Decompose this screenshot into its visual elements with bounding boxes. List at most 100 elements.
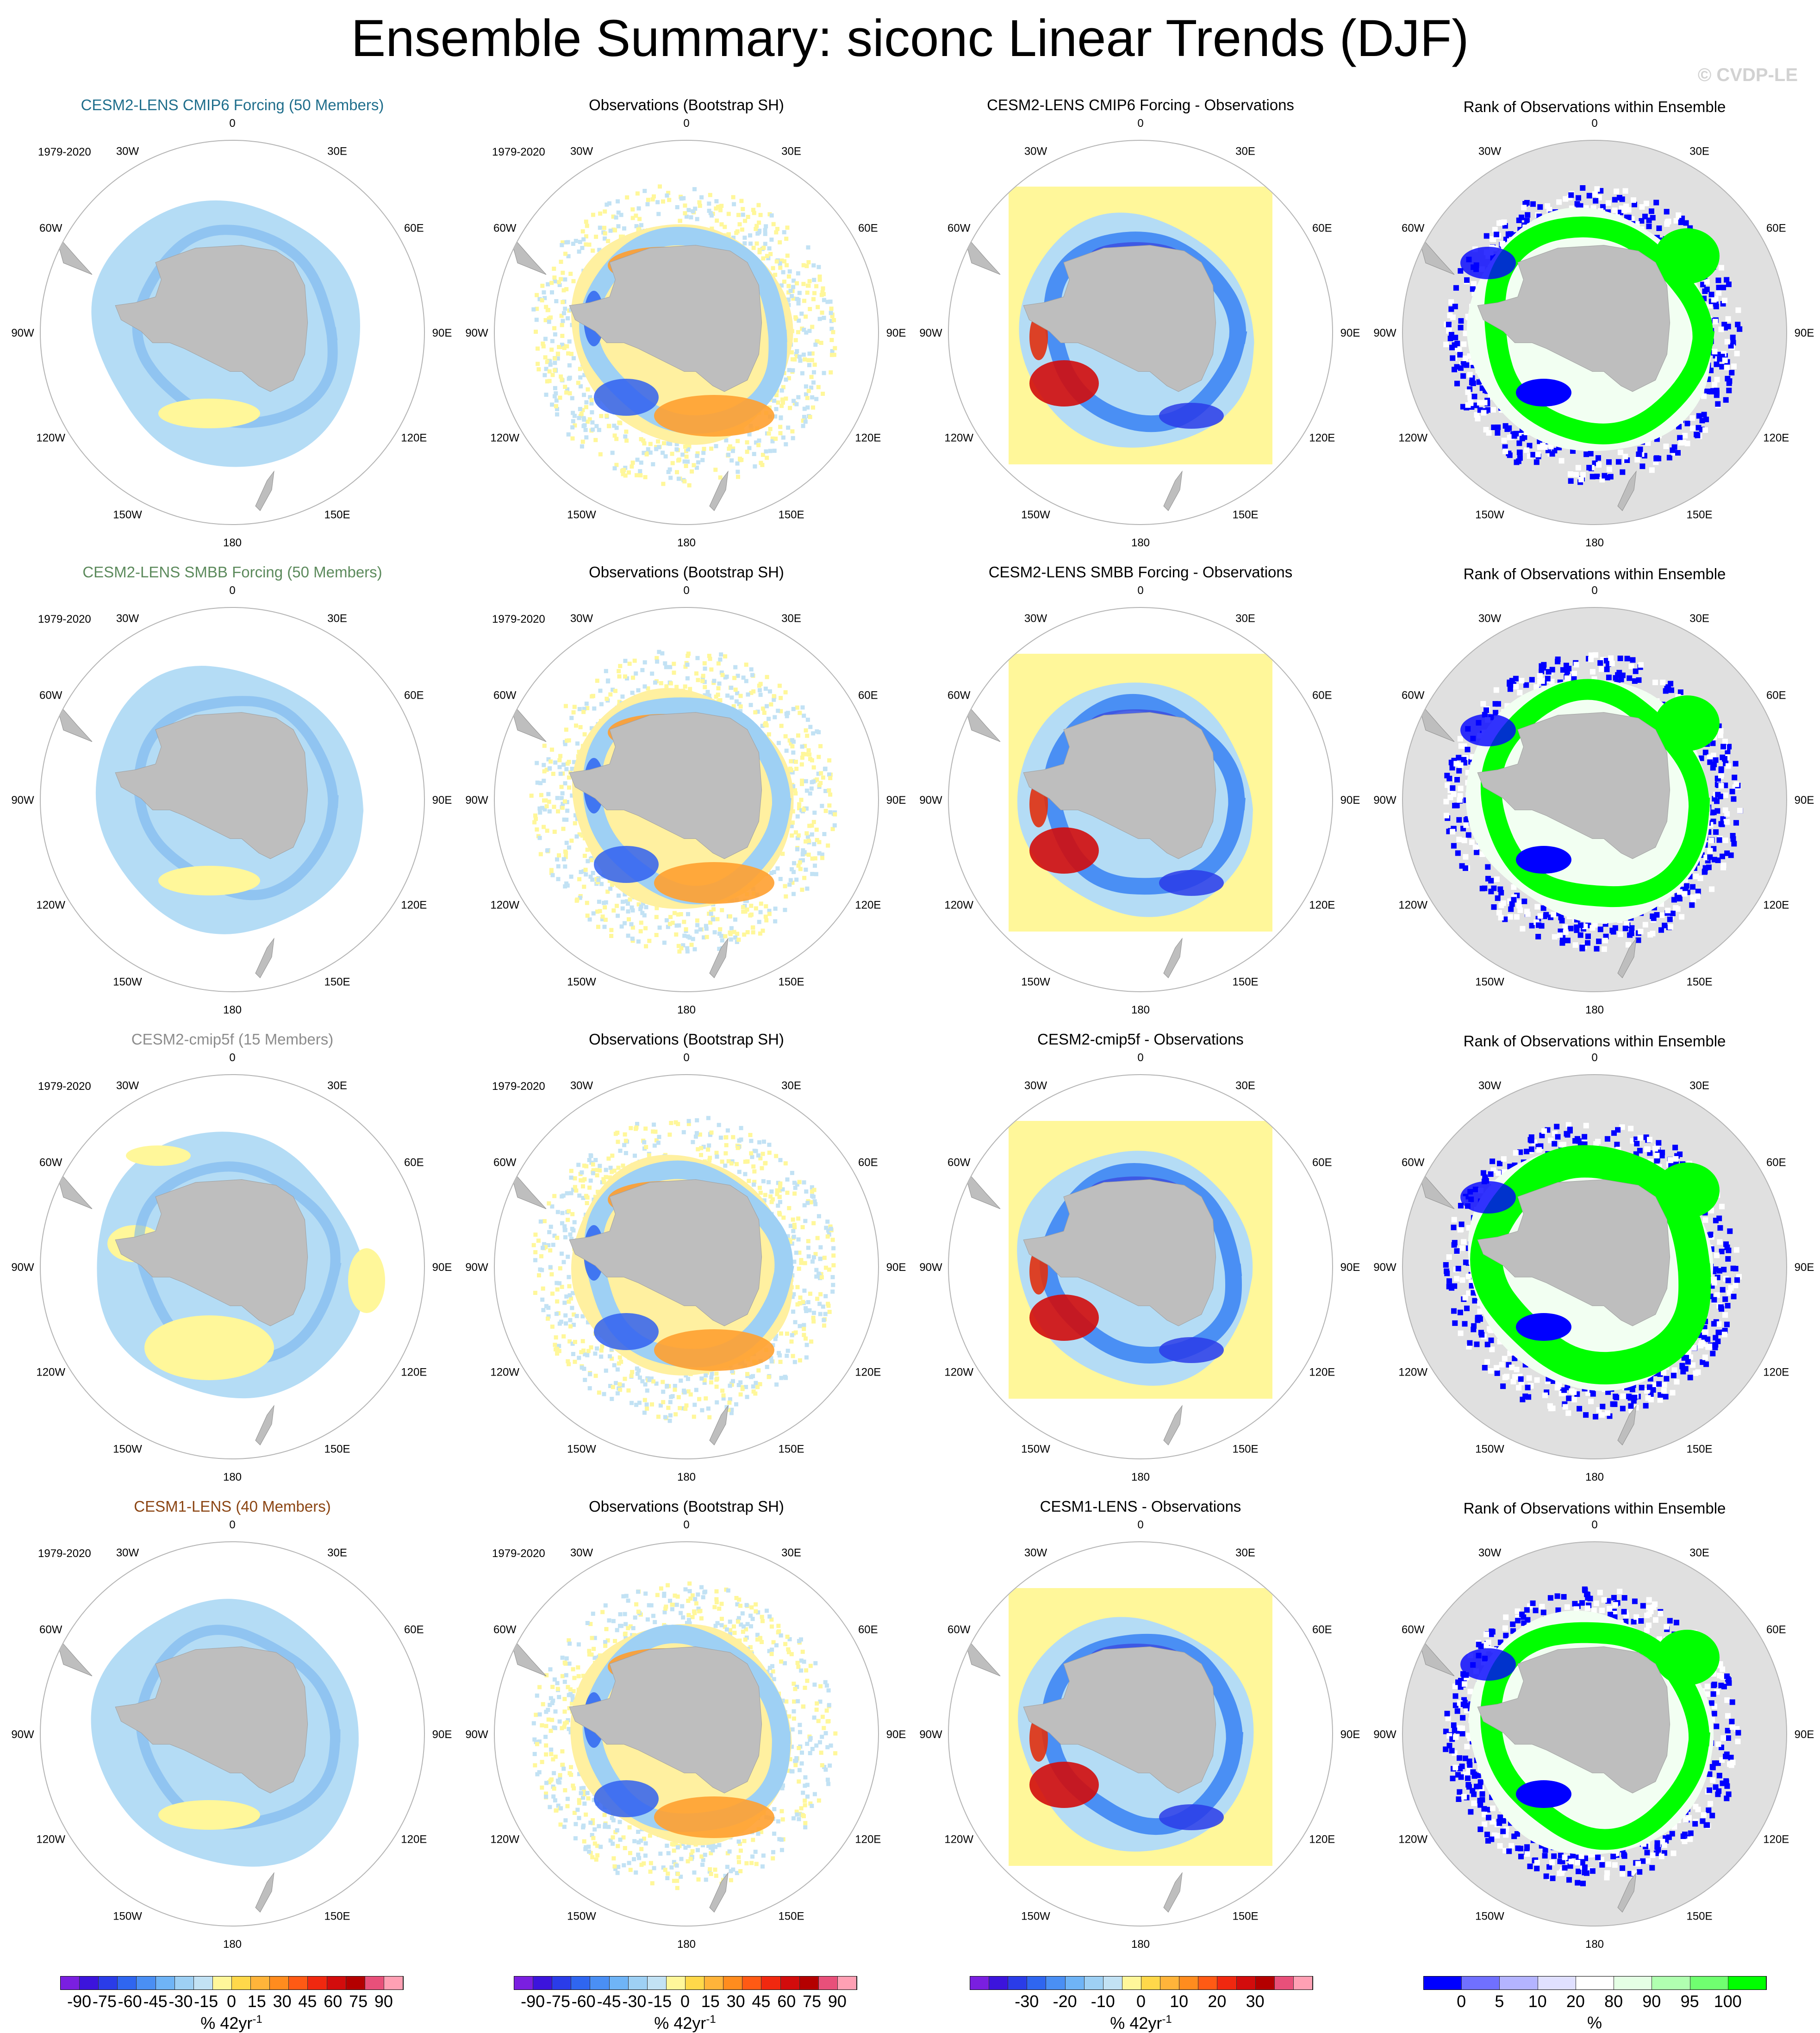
longitude-label: 120E bbox=[1309, 1366, 1335, 1379]
longitude-label: 0 bbox=[229, 1051, 235, 1064]
longitude-label: 150W bbox=[1475, 976, 1504, 988]
difference-panel-title: CESM2-LENS CMIP6 Forcing - Observations bbox=[914, 96, 1367, 114]
high-rank-patch bbox=[1655, 1163, 1720, 1218]
longitude-label: 60W bbox=[947, 1157, 971, 1169]
longitude-label: 0 bbox=[229, 1519, 235, 1531]
longitude-label: 90W bbox=[465, 794, 488, 807]
colorbar-tick-label: 10 bbox=[1528, 1992, 1547, 2011]
negative-difference-patch bbox=[1159, 1337, 1224, 1363]
longitude-label: 120E bbox=[1309, 1833, 1335, 1846]
colorbar-swatch bbox=[308, 1977, 327, 1989]
longitude-label: 0 bbox=[229, 584, 235, 597]
longitude-label: 150W bbox=[113, 1443, 142, 1455]
longitude-label: 180 bbox=[1585, 1471, 1604, 1483]
colorbar-tick-label: -15 bbox=[194, 1992, 218, 2011]
longitude-label: 30E bbox=[327, 1080, 347, 1092]
positive-trend-patch bbox=[158, 399, 260, 428]
positive-difference-patch bbox=[1029, 1762, 1099, 1808]
longitude-label: 150E bbox=[324, 1910, 350, 1922]
colorbar-tick-label: -60 bbox=[118, 1992, 142, 2011]
longitude-label: 120E bbox=[1309, 432, 1335, 444]
longitude-label: 0 bbox=[683, 117, 689, 130]
colorbar-swatch bbox=[1294, 1977, 1313, 1989]
positive-difference-patch bbox=[1029, 1295, 1099, 1341]
period-label: 1979-2020 bbox=[38, 1080, 91, 1093]
high-rank-patch bbox=[1655, 228, 1720, 284]
longitude-label: 120W bbox=[490, 432, 519, 444]
longitude-label: 0 bbox=[683, 584, 689, 597]
longitude-label: 60E bbox=[1766, 689, 1786, 702]
longitude-label: 90E bbox=[1340, 327, 1360, 339]
longitude-label: 120W bbox=[1398, 1366, 1427, 1379]
longitude-label: 150W bbox=[113, 1910, 142, 1922]
longitude-label: 60E bbox=[404, 689, 424, 702]
positive-trend-patch bbox=[654, 395, 774, 437]
colorbar-swatch bbox=[723, 1977, 742, 1989]
negative-difference-patch bbox=[1159, 1804, 1224, 1830]
positive-trend-patch bbox=[126, 1145, 191, 1166]
colorbar-units-exponent: -1 bbox=[252, 2013, 262, 2026]
colorbar-swatch bbox=[289, 1977, 308, 1989]
longitude-label: 180 bbox=[677, 537, 696, 549]
negative-trend-patch bbox=[594, 846, 659, 883]
colorbar-swatch bbox=[838, 1977, 857, 1989]
longitude-label: 30W bbox=[570, 145, 593, 158]
colorbar-tick-label: 90 bbox=[1642, 1992, 1661, 2011]
rank-panel-title: Rank of Observations within Ensemble bbox=[1368, 98, 1820, 116]
longitude-label: 180 bbox=[1131, 1938, 1150, 1951]
negative-trend-patch bbox=[594, 379, 659, 416]
longitude-label: 30W bbox=[116, 1547, 139, 1559]
longitude-label: 60E bbox=[1312, 222, 1332, 235]
longitude-label: 180 bbox=[223, 1004, 242, 1016]
longitude-label: 120E bbox=[1309, 899, 1335, 912]
colorbar-tick-label: 0 bbox=[1457, 1992, 1466, 2011]
longitude-label: 30W bbox=[1478, 1080, 1502, 1092]
positive-trend-patch bbox=[348, 1248, 385, 1313]
longitude-label: 120E bbox=[1763, 1366, 1789, 1379]
longitude-label: 0 bbox=[1591, 584, 1597, 597]
colorbar-tick-label: -10 bbox=[1091, 1992, 1115, 2011]
ensemble-panel-title: CESM2-LENS CMIP6 Forcing (50 Members) bbox=[6, 96, 459, 114]
colorbar-swatch bbox=[384, 1977, 403, 1989]
longitude-label: 90W bbox=[1373, 1728, 1396, 1741]
longitude-label: 150W bbox=[567, 976, 596, 988]
longitude-label: 60W bbox=[947, 1624, 971, 1636]
rank-panel-title: Rank of Observations within Ensemble bbox=[1368, 1500, 1820, 1517]
colorbar-swatch bbox=[194, 1977, 213, 1989]
colorbar-units-text: % 42yr bbox=[1110, 2014, 1162, 2033]
longitude-label: 120E bbox=[855, 1833, 881, 1846]
longitude-label: 150W bbox=[1021, 508, 1050, 521]
longitude-label: 90E bbox=[1340, 794, 1360, 807]
longitude-label: 120W bbox=[36, 432, 65, 444]
longitude-label: 180 bbox=[1585, 1004, 1604, 1016]
longitude-label: 30E bbox=[1235, 613, 1255, 625]
colorbar-swatch bbox=[1500, 1977, 1538, 1989]
longitude-label: 30E bbox=[1235, 1080, 1255, 1092]
longitude-label: 180 bbox=[1585, 1938, 1604, 1951]
longitude-label: 120W bbox=[36, 1366, 65, 1379]
longitude-label: 0 bbox=[229, 117, 235, 130]
longitude-label: 120E bbox=[401, 899, 427, 912]
longitude-label: 150E bbox=[1232, 508, 1258, 521]
longitude-label: 60W bbox=[39, 1624, 62, 1636]
longitude-label: 90W bbox=[1373, 1261, 1396, 1274]
observations-panel-title: Observations (Bootstrap SH) bbox=[460, 563, 913, 581]
longitude-label: 90W bbox=[11, 1728, 34, 1741]
colorbar-tick-label: 30 bbox=[273, 1992, 292, 2011]
positive-trend-patch bbox=[654, 862, 774, 904]
low-rank-patch bbox=[1516, 1780, 1571, 1808]
longitude-label: 90E bbox=[1340, 1261, 1360, 1274]
colorbar-swatch bbox=[667, 1977, 686, 1989]
low-rank-patch bbox=[1516, 379, 1571, 407]
colorbar-tick-label: 90 bbox=[828, 1992, 847, 2011]
colorbar-swatch bbox=[156, 1977, 175, 1989]
longitude-label: 150E bbox=[324, 508, 350, 521]
longitude-label: 90E bbox=[1795, 1261, 1814, 1274]
colorbar-swatch bbox=[1614, 1977, 1652, 1989]
longitude-label: 90W bbox=[1373, 794, 1396, 807]
longitude-label: 150E bbox=[324, 976, 350, 988]
colorbar-tick-label: 45 bbox=[298, 1992, 317, 2011]
